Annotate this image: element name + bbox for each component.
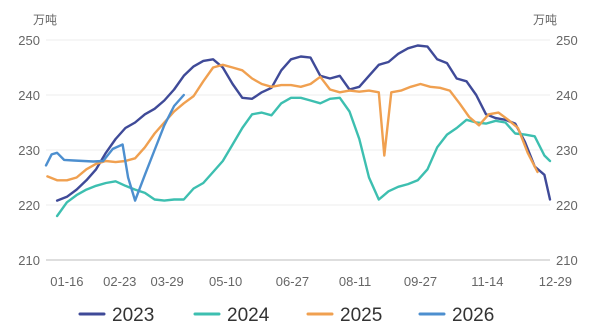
series-line-2025 <box>46 63 539 182</box>
legend-item-2026: 2026 <box>418 305 494 326</box>
x-tick-label: 01-16 <box>50 274 83 289</box>
x-tick-label: 05-10 <box>209 274 242 289</box>
y-tick-left-label: 230 <box>18 143 40 158</box>
y-tick-right-label: 220 <box>556 198 578 213</box>
y-axis-right: 210 220 230 240 250 <box>556 33 578 268</box>
y-tick-right-label: 210 <box>556 253 578 268</box>
legend-label: 2025 <box>340 305 382 326</box>
legend-label: 2024 <box>227 305 270 326</box>
legend-item-2023: 2023 <box>78 305 154 326</box>
series-line-2023 <box>55 44 552 202</box>
x-tick-label: 03-29 <box>151 274 184 289</box>
x-tick-label: 11-14 <box>471 274 503 289</box>
y-axis-left: 210 220 230 240 250 <box>18 33 40 268</box>
y-tick-right-label: 250 <box>556 33 578 48</box>
legend-item-2025: 2025 <box>306 305 382 326</box>
legend: 2023 2024 2025 2026 <box>78 305 494 326</box>
series-line-2024 <box>55 96 552 218</box>
y-axis-unit-left: 万吨 <box>33 13 57 27</box>
legend-label: 2026 <box>452 305 494 326</box>
y-axis-unit-right: 万吨 <box>533 13 557 27</box>
legend-label: 2023 <box>112 305 154 326</box>
y-tick-left-label: 240 <box>18 88 40 103</box>
series-line-2026 <box>44 93 185 202</box>
y-tick-right-label: 230 <box>556 143 578 158</box>
y-tick-right-label: 240 <box>556 88 578 103</box>
y-tick-left-label: 220 <box>18 198 40 213</box>
y-tick-left-label: 250 <box>18 33 40 48</box>
series-group <box>44 44 552 218</box>
x-tick-label: 08-11 <box>339 274 371 289</box>
x-tick-label: 02-23 <box>103 274 136 289</box>
y-tick-left-label: 210 <box>18 253 40 268</box>
x-tick-label: 06-27 <box>276 274 309 289</box>
x-tick-label: 12-29 <box>539 274 572 289</box>
x-axis: 01-16 02-23 03-29 05-10 06-27 08-11 09-27 11-14… <box>50 274 572 289</box>
x-tick-label: 09-27 <box>404 274 437 289</box>
legend-item-2024: 2024 <box>193 305 270 326</box>
grid-lines <box>46 39 550 261</box>
